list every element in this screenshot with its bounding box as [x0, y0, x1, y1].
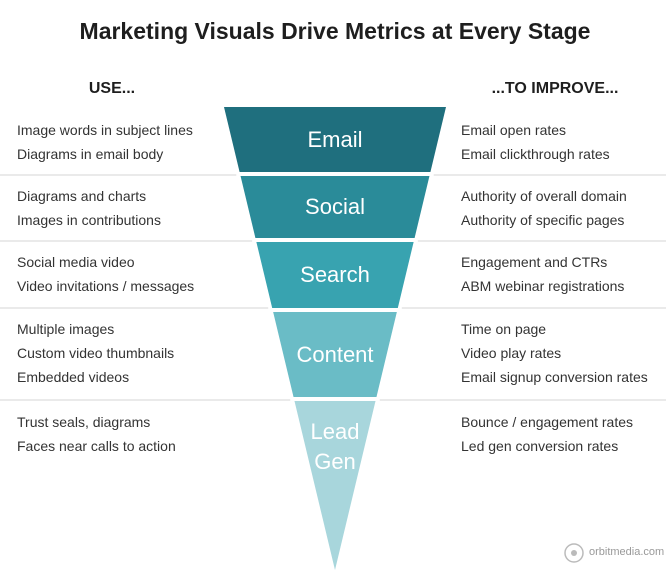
funnel-segment — [224, 107, 446, 172]
improve-item: Authority of specific pages — [461, 212, 625, 228]
stage-label: Search — [300, 262, 370, 287]
use-item: Multiple images — [17, 321, 115, 337]
stage-label: Social — [305, 194, 365, 219]
improve-item: Email clickthrough rates — [461, 146, 610, 162]
use-item: Custom video thumbnails — [17, 345, 175, 361]
use-item: Video invitations / messages — [17, 278, 195, 294]
use-item: Diagrams and charts — [17, 188, 147, 204]
title: Marketing Visuals Drive Metrics at Every… — [79, 18, 591, 44]
stage-label: Email — [307, 126, 363, 152]
stage-label: Content — [296, 341, 374, 367]
funnel-segment — [240, 176, 430, 238]
use-item: Images in contributions — [17, 212, 161, 228]
improve-item: ABM webinar registrations — [461, 278, 625, 294]
improve-item: Video play rates — [461, 345, 562, 361]
use-item: Diagrams in email body — [17, 146, 164, 162]
improve-item: Engagement and CTRs — [461, 254, 608, 270]
funnel-segment — [294, 401, 376, 570]
logo-dot — [571, 550, 577, 556]
improve-item: Led gen conversion rates — [461, 438, 619, 454]
use-item: Embedded videos — [17, 369, 130, 385]
watermark: orbitmedia.com — [589, 546, 665, 558]
improve-item: Bounce / engagement rates — [461, 414, 634, 430]
improve-item: Email open rates — [461, 122, 567, 138]
column-header: USE... — [88, 80, 136, 97]
logo-ring — [564, 543, 584, 563]
improve-item: Email signup conversion rates — [461, 369, 648, 385]
funnel-segment — [256, 242, 414, 308]
improve-item: Authority of overall domain — [461, 188, 627, 204]
use-item: Image words in subject lines — [17, 122, 193, 138]
stage-label: Lead Gen — [310, 419, 360, 474]
improve-item: Time on page — [461, 321, 547, 337]
use-item: Faces near calls to action — [17, 438, 176, 454]
column-header: ...TO IMPROVE... — [491, 80, 619, 97]
use-item: Trust seals, diagrams — [17, 414, 151, 430]
use-item: Social media video — [17, 254, 135, 270]
funnel-segment — [273, 312, 397, 397]
